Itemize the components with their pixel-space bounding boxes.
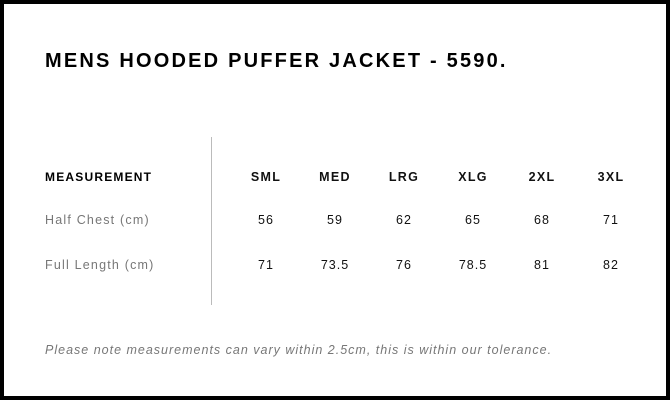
column-divider (211, 137, 212, 305)
row-label: Half Chest (cm) (45, 213, 150, 227)
table-cell: 82 (603, 258, 619, 272)
size-header: 3XL (597, 170, 625, 184)
page-title: MENS HOODED PUFFER JACKET - 5590. (45, 50, 508, 72)
table-cell: 65 (465, 213, 481, 227)
table-cell: 73.5 (320, 258, 350, 272)
row-label: Full Length (cm) (45, 258, 155, 272)
table-cell: 71 (603, 213, 619, 227)
table-cell: 81 (534, 258, 550, 272)
table-cell: 62 (396, 213, 412, 227)
table-cell: 78.5 (458, 258, 488, 272)
size-header: MED (319, 170, 351, 184)
tolerance-note: Please note measurements can vary within… (45, 343, 553, 357)
size-header: XLG (458, 170, 488, 184)
table-cell: 76 (396, 258, 412, 272)
measurement-header: MEASUREMENT (45, 170, 153, 184)
table-cell: 59 (327, 213, 343, 227)
size-header: SML (250, 170, 282, 184)
table-cell: 68 (534, 213, 550, 227)
size-header: 2XL (528, 170, 556, 184)
table-cell: 71 (258, 258, 274, 272)
size-header: LRG (388, 170, 420, 184)
table-cell: 56 (258, 213, 274, 227)
